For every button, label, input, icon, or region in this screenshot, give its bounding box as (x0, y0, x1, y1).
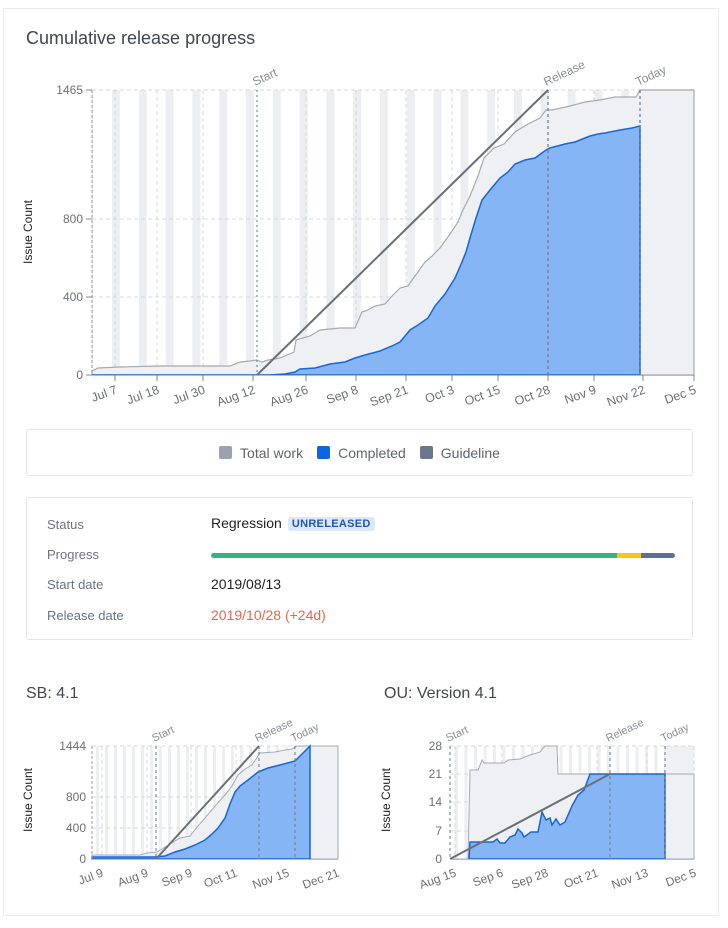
svg-text:Nov 15: Nov 15 (251, 866, 292, 892)
svg-text:Nov 9: Nov 9 (563, 383, 599, 407)
svg-text:0: 0 (76, 368, 83, 382)
chart-title: Cumulative release progress (26, 28, 256, 48)
svg-text:Sep 9: Sep 9 (160, 866, 195, 890)
status-value: Regression UNRELEASED (211, 515, 375, 531)
svg-text:Release: Release (604, 717, 646, 745)
svg-text:Dec 5: Dec 5 (664, 866, 699, 890)
svg-text:Oct 15: Oct 15 (463, 383, 502, 409)
marker-labels: Start Release Today (250, 57, 668, 88)
legend-item-guideline[interactable]: Guideline (419, 445, 500, 461)
svg-text:Oct 11: Oct 11 (202, 866, 239, 891)
svg-text:Jul 30: Jul 30 (171, 383, 207, 408)
sub-chart-2-title: OU: Version 4.1 (384, 685, 497, 702)
sub-chart-2[interactable]: 0 7 14 21 28 Issue Count Aug 15 Sep 6 Se… (365, 700, 728, 910)
sub-chart-1[interactable]: 0 400 800 1444 Issue Count Jul 9 Aug 9 S… (0, 700, 360, 910)
svg-text:Nov 22: Nov 22 (605, 383, 647, 410)
svg-text:Sep 8: Sep 8 (325, 383, 361, 407)
svg-text:Dec 21: Dec 21 (301, 866, 342, 892)
svg-text:Today: Today (289, 721, 321, 744)
x-tick-labels: Jul 7 Jul 18 Jul 30 Aug 12 Aug 26 Sep 8 … (89, 383, 698, 410)
svg-text:Start: Start (150, 724, 176, 745)
sub1-completed-area (91, 744, 311, 860)
svg-text:Jul 7: Jul 7 (89, 383, 119, 405)
status-badge: UNRELEASED (287, 517, 375, 531)
svg-text:Jul 18: Jul 18 (125, 383, 161, 408)
svg-text:1465: 1465 (56, 83, 83, 97)
svg-text:0: 0 (79, 852, 86, 866)
progress-inprogress-segment (617, 553, 642, 558)
sub2-guideline (449, 773, 611, 860)
sub1-y-tick-labels: 0 400 800 1444 (59, 739, 86, 866)
total-work-swatch-icon (219, 446, 233, 459)
svg-text:Sep 21: Sep 21 (368, 383, 410, 410)
svg-text:800: 800 (66, 790, 86, 804)
svg-text:Jul 9: Jul 9 (76, 866, 105, 888)
start-label: Start (250, 65, 279, 89)
y-tick-labels: 0 400 800 1465 (56, 83, 83, 382)
sub1-x-tick-labels: Jul 9 Aug 9 Sep 9 Oct 11 Nov 15 Dec 21 (76, 866, 341, 892)
svg-text:21: 21 (429, 767, 443, 781)
svg-text:Dec 5: Dec 5 (663, 383, 699, 407)
legend-item-completed[interactable]: Completed (317, 445, 406, 461)
guideline-swatch-icon (419, 446, 433, 459)
sub2-x-tick-labels: Aug 15 Sep 6 Sep 28 Oct 21 Nov 13 Dec 5 (417, 866, 698, 892)
svg-text:Oct 3: Oct 3 (423, 383, 456, 406)
svg-text:28: 28 (429, 739, 443, 753)
sub-chart-1-title: SB: 4.1 (26, 685, 79, 702)
sub2-y-tick-labels: 0 7 14 21 28 (429, 739, 443, 866)
release-info-panel: Status Regression UNRELEASED Progress Sta… (26, 497, 693, 640)
x-ticks (114, 375, 695, 381)
start-date-label: Start date (47, 577, 104, 592)
sub1-guideline (155, 745, 260, 860)
main-chart[interactable]: 0 400 800 1465 Issue Count Jul 7 Jul 18 … (0, 50, 728, 420)
svg-text:14: 14 (429, 795, 443, 809)
svg-text:400: 400 (63, 290, 83, 304)
svg-text:400: 400 (66, 821, 86, 835)
svg-text:Nov 13: Nov 13 (610, 866, 651, 892)
release-date-value: 2019/10/28 (+24d) (211, 607, 326, 623)
status-label: Status (47, 517, 84, 532)
svg-text:Release: Release (253, 717, 295, 745)
completed-swatch-icon (317, 446, 331, 459)
legend-item-total-work[interactable]: Total work (219, 445, 303, 461)
guideline (256, 89, 549, 376)
svg-text:Start: Start (444, 724, 470, 745)
svg-text:Aug 12: Aug 12 (215, 383, 257, 410)
svg-text:Sep 6: Sep 6 (471, 866, 506, 890)
svg-text:7: 7 (435, 824, 442, 838)
today-label: Today (633, 62, 668, 88)
start-date-value: 2019/08/13 (211, 576, 282, 592)
svg-text:Aug 9: Aug 9 (116, 866, 151, 890)
progress-label: Progress (47, 547, 100, 562)
chart-legend: Total work Completed Guideline (26, 429, 693, 476)
completed-area (92, 125, 641, 376)
svg-text:Sep 28: Sep 28 (509, 866, 550, 892)
progress-bar (211, 553, 675, 558)
svg-text:1444: 1444 (59, 739, 86, 753)
svg-text:Aug 26: Aug 26 (268, 383, 310, 410)
svg-text:800: 800 (63, 212, 83, 226)
svg-text:Issue Count: Issue Count (379, 767, 393, 832)
svg-text:Today: Today (659, 721, 691, 744)
release-label: Release (541, 57, 587, 88)
svg-text:Oct 28: Oct 28 (513, 383, 552, 409)
y-axis-label: Issue Count (21, 199, 35, 264)
release-date-label: Release date (47, 608, 124, 623)
sub2-completed-area (468, 773, 666, 860)
svg-text:Aug 15: Aug 15 (417, 866, 458, 892)
progress-done-segment (211, 553, 617, 558)
svg-text:Oct 21: Oct 21 (562, 866, 600, 891)
progress-todo-segment (641, 553, 675, 558)
svg-text:0: 0 (435, 852, 442, 866)
y-ticks (86, 89, 92, 376)
svg-text:Issue Count: Issue Count (21, 767, 35, 832)
